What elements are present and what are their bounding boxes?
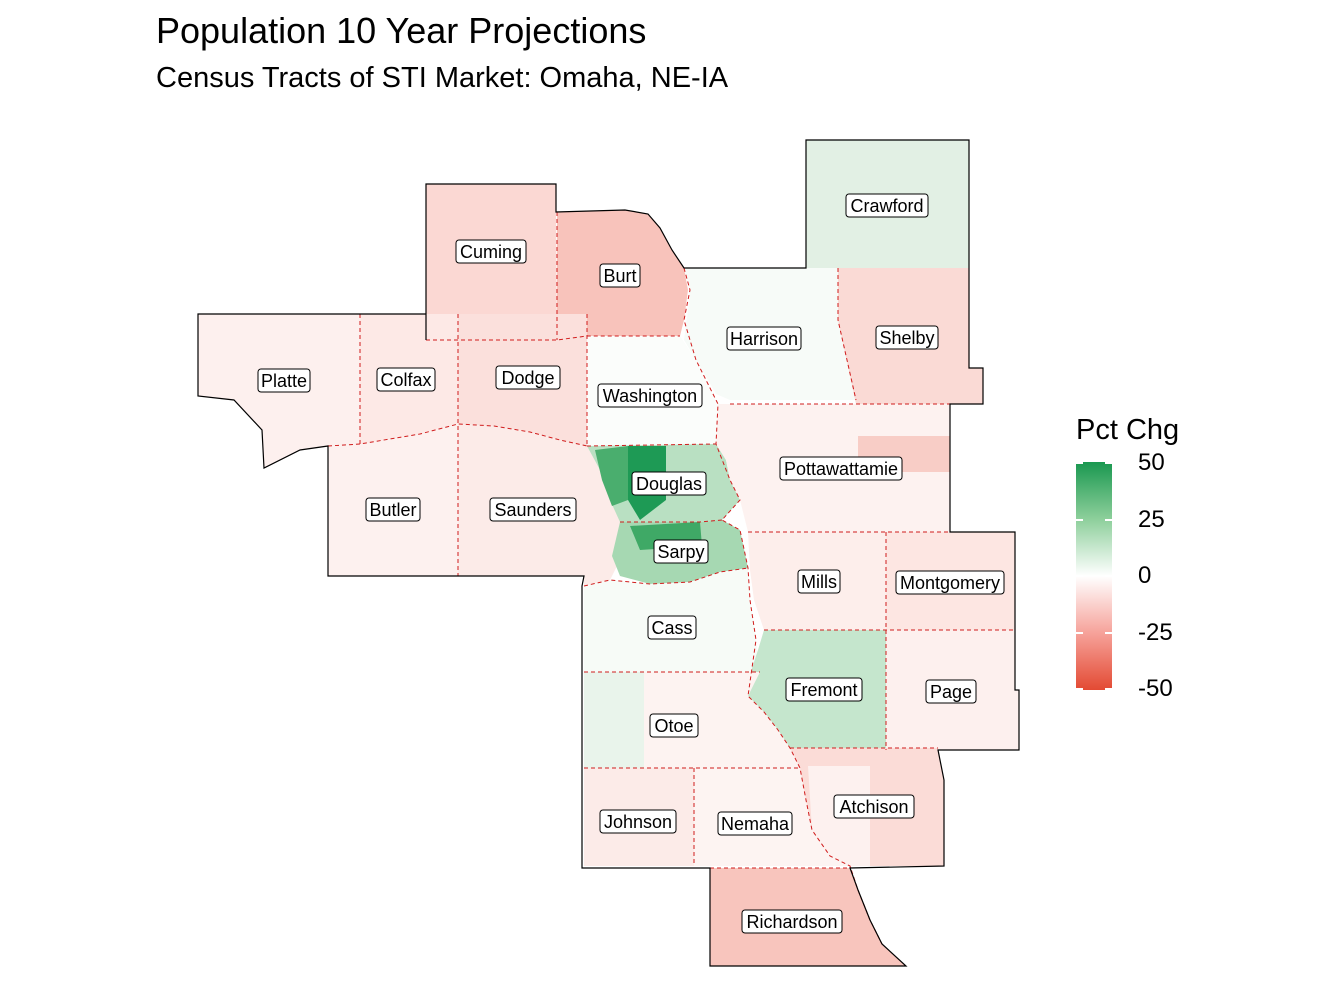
- label-nemaha: Nemaha: [717, 811, 793, 836]
- svg-text:Douglas: Douglas: [636, 474, 702, 494]
- label-johnson: Johnson: [599, 809, 677, 834]
- label-dodge: Dodge: [495, 365, 561, 390]
- label-colfax: Colfax: [376, 367, 436, 392]
- legend-tick-label: 50: [1138, 449, 1165, 476]
- legend-title: Pct Chg: [1076, 414, 1180, 446]
- label-cuming: Cuming: [455, 239, 527, 264]
- label-cass: Cass: [647, 615, 697, 640]
- svg-text:Cass: Cass: [651, 618, 692, 638]
- svg-text:Saunders: Saunders: [494, 500, 571, 520]
- label-fremont: Fremont: [785, 677, 863, 702]
- svg-text:Crawford: Crawford: [850, 196, 923, 216]
- svg-text:Pottawattamie: Pottawattamie: [784, 459, 898, 479]
- label-crawford: Crawford: [845, 193, 929, 218]
- label-burt: Burt: [599, 263, 641, 288]
- douglas-tract-mid: [595, 446, 628, 506]
- svg-text:Burt: Burt: [603, 266, 636, 286]
- label-sarpy: Sarpy: [653, 539, 709, 564]
- map-title: Population 10 Year Projections: [156, 10, 647, 51]
- label-saunders: Saunders: [489, 497, 577, 522]
- label-montgomery: Montgomery: [895, 570, 1005, 595]
- svg-text:Cuming: Cuming: [460, 242, 522, 262]
- label-richardson: Richardson: [741, 909, 843, 934]
- legend-tick-label: -25: [1138, 619, 1173, 646]
- svg-text:Fremont: Fremont: [790, 680, 857, 700]
- svg-text:Butler: Butler: [369, 500, 416, 520]
- county-boundaries: [327, 212, 1015, 945]
- label-douglas: Douglas: [631, 471, 707, 496]
- label-pottawattamie: Pottawattamie: [779, 456, 903, 481]
- svg-text:Dodge: Dodge: [501, 368, 554, 388]
- svg-text:Montgomery: Montgomery: [900, 573, 1000, 593]
- otoe-tract-west: [584, 672, 644, 768]
- label-harrison: Harrison: [726, 326, 802, 351]
- label-platte: Platte: [257, 368, 311, 393]
- svg-text:Colfax: Colfax: [380, 370, 431, 390]
- legend-tick-label: -50: [1138, 675, 1173, 702]
- market-outline: [197, 139, 1020, 967]
- label-washington: Washington: [597, 383, 703, 408]
- legend-tick-label: 0: [1138, 562, 1152, 589]
- svg-text:Harrison: Harrison: [730, 329, 798, 349]
- svg-text:Mills: Mills: [801, 572, 837, 592]
- svg-text:Sarpy: Sarpy: [657, 542, 704, 562]
- label-mills: Mills: [797, 569, 841, 594]
- svg-text:Page: Page: [930, 682, 972, 702]
- svg-text:Washington: Washington: [603, 386, 697, 406]
- label-shelby: Shelby: [875, 325, 939, 350]
- label-otoe: Otoe: [649, 713, 699, 738]
- svg-text:Shelby: Shelby: [879, 328, 934, 348]
- svg-text:Johnson: Johnson: [604, 812, 672, 832]
- svg-text:Nemaha: Nemaha: [721, 814, 790, 834]
- svg-text:Otoe: Otoe: [654, 716, 693, 736]
- label-butler: Butler: [365, 497, 421, 522]
- svg-text:Richardson: Richardson: [746, 912, 837, 932]
- label-page: Page: [925, 679, 977, 704]
- map-subtitle: Census Tracts of STI Market: Omaha, NE-I…: [156, 62, 729, 94]
- svg-text:Platte: Platte: [261, 371, 307, 391]
- label-atchison: Atchison: [833, 794, 915, 819]
- svg-text:Atchison: Atchison: [839, 797, 908, 817]
- legend-tick-label: 25: [1138, 506, 1165, 533]
